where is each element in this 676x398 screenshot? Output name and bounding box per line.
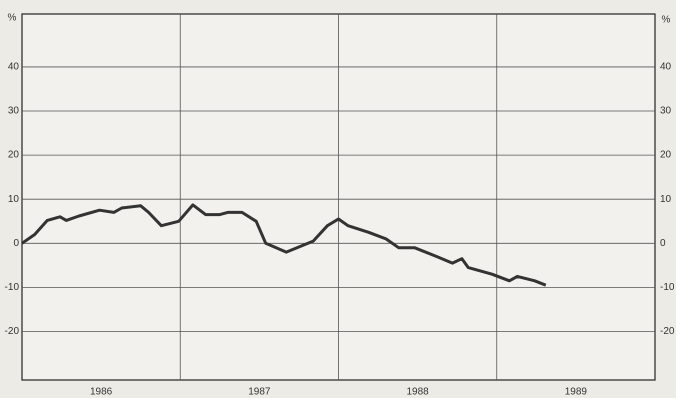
y2-tick-label: -20 — [660, 326, 675, 337]
y2-tick-label: 20 — [660, 150, 672, 161]
y2-tick-label: 10 — [660, 194, 672, 205]
y2-tick-label: -10 — [660, 282, 675, 293]
y-tick-label: 20 — [8, 150, 20, 161]
x-tick-label: 1986 — [90, 387, 113, 398]
y2-tick-label: 30 — [660, 106, 672, 117]
y-tick-label: 10 — [8, 194, 20, 205]
y-axis-label: % — [8, 13, 17, 24]
y-tick-label: 0 — [13, 238, 19, 249]
y-tick-label: -10 — [5, 282, 20, 293]
x-tick-label: 1988 — [407, 387, 430, 398]
x-tick-label: 1989 — [565, 387, 588, 398]
y-tick-label: 40 — [8, 62, 20, 73]
y2-tick-label: 0 — [660, 238, 666, 249]
x-tick-label: 1987 — [248, 387, 271, 398]
y-tick-label: 30 — [8, 106, 20, 117]
y2-axis-label: % — [662, 15, 671, 26]
data-line — [21, 203, 547, 287]
y2-tick-label: 40 — [660, 62, 672, 73]
y-tick-label: -20 — [5, 326, 20, 337]
